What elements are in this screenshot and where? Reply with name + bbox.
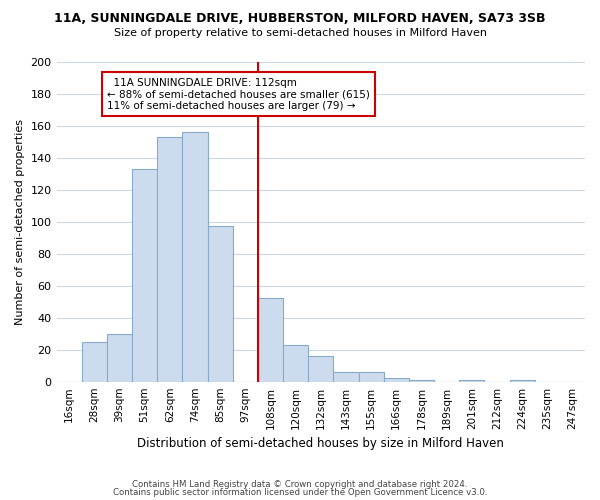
Bar: [258, 298, 283, 382]
Bar: [157, 136, 182, 382]
Text: Contains HM Land Registry data © Crown copyright and database right 2024.: Contains HM Land Registry data © Crown c…: [132, 480, 468, 489]
Bar: [308, 356, 334, 382]
Text: 11A SUNNINGDALE DRIVE: 112sqm  
← 88% of semi-detached houses are smaller (615)
: 11A SUNNINGDALE DRIVE: 112sqm ← 88% of s…: [107, 78, 370, 110]
Bar: [208, 226, 233, 382]
Bar: [383, 378, 409, 382]
X-axis label: Distribution of semi-detached houses by size in Milford Haven: Distribution of semi-detached houses by …: [137, 437, 504, 450]
Text: Contains public sector information licensed under the Open Government Licence v3: Contains public sector information licen…: [113, 488, 487, 497]
Y-axis label: Number of semi-detached properties: Number of semi-detached properties: [15, 118, 25, 324]
Bar: [182, 132, 208, 382]
Bar: [132, 169, 157, 382]
Bar: [459, 380, 484, 382]
Bar: [283, 345, 308, 382]
Bar: [409, 380, 434, 382]
Bar: [107, 334, 132, 382]
Bar: [334, 372, 359, 382]
Bar: [509, 380, 535, 382]
Text: Size of property relative to semi-detached houses in Milford Haven: Size of property relative to semi-detach…: [113, 28, 487, 38]
Bar: [82, 342, 107, 382]
Bar: [359, 372, 383, 382]
Text: 11A, SUNNINGDALE DRIVE, HUBBERSTON, MILFORD HAVEN, SA73 3SB: 11A, SUNNINGDALE DRIVE, HUBBERSTON, MILF…: [54, 12, 546, 26]
